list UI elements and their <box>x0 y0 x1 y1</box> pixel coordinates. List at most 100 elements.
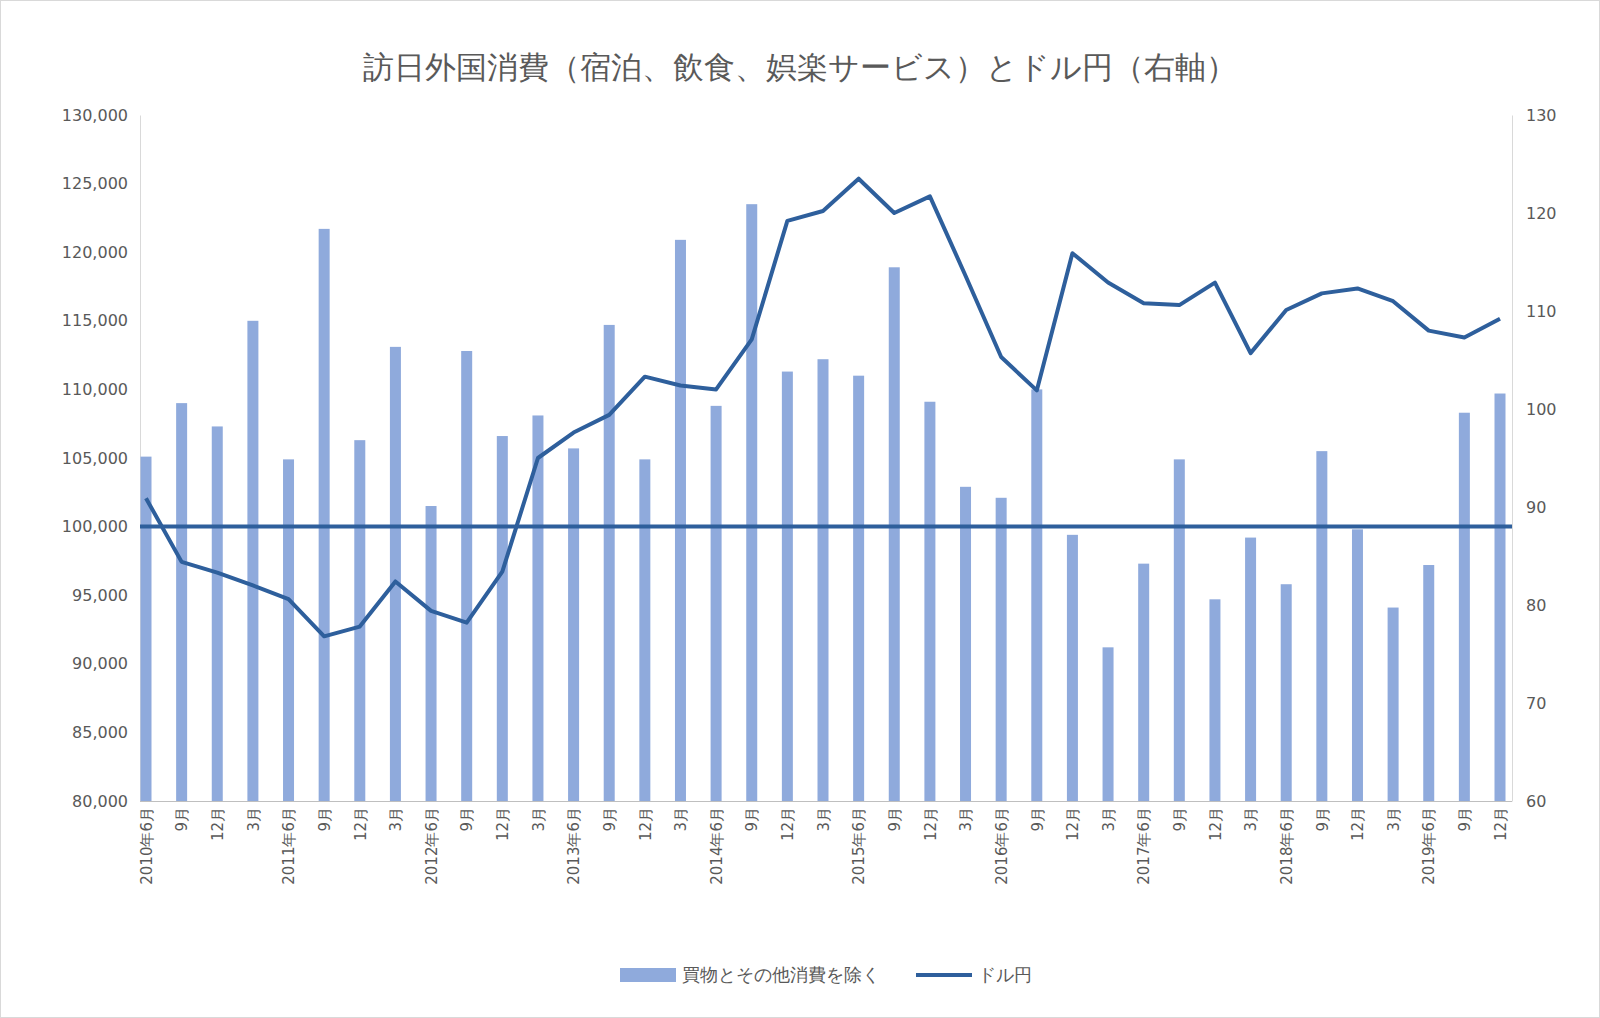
x-tick: 3月 <box>245 801 263 832</box>
y2-tick-label: 70 <box>1526 694 1546 713</box>
legend: 買物とその他消費を除く ドル円 <box>620 964 1032 985</box>
x-tick-label: 9月 <box>1029 807 1047 832</box>
legend-swatch <box>620 968 676 982</box>
x-tick: 9月 <box>316 801 334 832</box>
x-tick: 12月 <box>922 801 940 841</box>
bar <box>1423 565 1434 801</box>
y-tick-label: 115,000 <box>62 311 128 330</box>
x-tick-label: 9月 <box>601 807 619 832</box>
y-tick-label: 95,000 <box>72 586 128 605</box>
x-tick-label: 2019年6月 <box>1420 807 1438 885</box>
bar <box>1067 535 1078 801</box>
x-tick-label: 3月 <box>1100 807 1118 832</box>
x-tick: 2014年6月 <box>708 801 726 885</box>
x-tick: 9月 <box>601 801 619 832</box>
legend-label: ドル円 <box>978 964 1032 985</box>
bar <box>1388 608 1399 801</box>
y2-tick-label: 110 <box>1526 302 1557 321</box>
y2-tick-label: 60 <box>1526 792 1546 811</box>
x-tick: 2017年6月 <box>1135 801 1153 885</box>
x-tick-label: 12月 <box>494 807 512 841</box>
y-tick: 80,000 <box>72 792 140 811</box>
x-tick-label: 2012年6月 <box>423 807 441 885</box>
x-tick: 12月 <box>1492 801 1510 841</box>
x-tick-label: 12月 <box>352 807 370 841</box>
y2-tick: 80 <box>1512 596 1546 615</box>
y-tick-label: 105,000 <box>62 449 128 468</box>
bar <box>390 347 401 801</box>
x-tick-label: 12月 <box>637 807 655 841</box>
x-tick: 9月 <box>886 801 904 832</box>
bar <box>1352 529 1363 801</box>
bar <box>497 436 508 801</box>
x-tick: 9月 <box>1171 801 1189 832</box>
y-tick-label: 130,000 <box>62 106 128 125</box>
x-tick-label: 3月 <box>957 807 975 832</box>
y-tick-label: 110,000 <box>62 380 128 399</box>
x-tick-label: 12月 <box>1064 807 1082 841</box>
x-tick: 12月 <box>209 801 227 841</box>
x-tick-label: 12月 <box>1492 807 1510 841</box>
bar <box>853 376 864 801</box>
bar <box>1103 647 1114 801</box>
y-tick: 115,000 <box>62 311 140 330</box>
bar <box>1495 394 1506 801</box>
bar <box>639 459 650 801</box>
x-tick-label: 12月 <box>779 807 797 841</box>
x-tick-label: 3月 <box>672 807 690 832</box>
bar <box>1281 584 1292 801</box>
y-tick: 100,000 <box>62 517 140 536</box>
bar <box>1174 459 1185 801</box>
x-axis-line <box>140 801 1512 802</box>
x-axis: 2010年6月9月12月3月2011年6月9月12月3月2012年6月9月12月… <box>138 801 1512 885</box>
y2-tick: 60 <box>1512 792 1546 811</box>
legend-label: 買物とその他消費を除く <box>682 964 880 985</box>
y2-tick: 120 <box>1512 204 1557 223</box>
y2-axis: 60 70 80 90 100 110 120 130 <box>1512 106 1557 811</box>
x-tick: 3月 <box>1385 801 1403 832</box>
x-tick: 3月 <box>957 801 975 832</box>
y2-tick-label: 90 <box>1526 498 1546 517</box>
x-tick: 2019年6月 <box>1420 801 1438 885</box>
x-tick-label: 12月 <box>1207 807 1225 841</box>
x-tick-label: 3月 <box>815 807 833 832</box>
x-tick: 12月 <box>494 801 512 841</box>
y2-tick: 130 <box>1512 106 1557 125</box>
y-tick: 130,000 <box>62 106 140 125</box>
bar <box>1459 413 1470 801</box>
y2-tick: 110 <box>1512 302 1557 321</box>
y-tick: 120,000 <box>62 243 140 262</box>
bar <box>782 372 793 801</box>
bar <box>1316 451 1327 801</box>
x-tick-label: 2013年6月 <box>565 807 583 885</box>
x-tick: 12月 <box>1349 801 1367 841</box>
x-tick: 12月 <box>637 801 655 841</box>
y2-tick: 100 <box>1512 400 1557 419</box>
plot-marks <box>140 179 1512 801</box>
x-tick: 3月 <box>530 801 548 832</box>
x-tick: 3月 <box>1242 801 1260 832</box>
x-tick: 9月 <box>1029 801 1047 832</box>
y-tick: 90,000 <box>72 654 140 673</box>
x-tick-label: 9月 <box>458 807 476 832</box>
bar <box>675 240 686 801</box>
bar <box>711 406 722 801</box>
x-tick-label: 9月 <box>1456 807 1474 832</box>
x-tick-label: 9月 <box>1171 807 1189 832</box>
x-tick: 12月 <box>352 801 370 841</box>
x-tick: 3月 <box>672 801 690 832</box>
y-axis: 80,000 85,000 90,000 95,000 100,000 105,000 11… <box>62 106 141 811</box>
x-tick: 12月 <box>779 801 797 841</box>
chart-svg: 訪日外国消費（宿泊、飲食、娯楽サービス）とドル円（右軸）80,00085,000… <box>0 0 1600 1018</box>
y-tick: 125,000 <box>62 174 140 193</box>
y-tick: 85,000 <box>72 723 140 742</box>
y2-tick-label: 80 <box>1526 596 1546 615</box>
y-tick: 95,000 <box>72 586 140 605</box>
bar <box>176 403 187 801</box>
y2-tick: 70 <box>1512 694 1546 713</box>
y2-tick-label: 130 <box>1526 106 1557 125</box>
y-tick-label: 85,000 <box>72 723 128 742</box>
line-series <box>146 179 1500 637</box>
x-tick: 2016年6月 <box>993 801 1011 885</box>
bar <box>426 506 437 801</box>
